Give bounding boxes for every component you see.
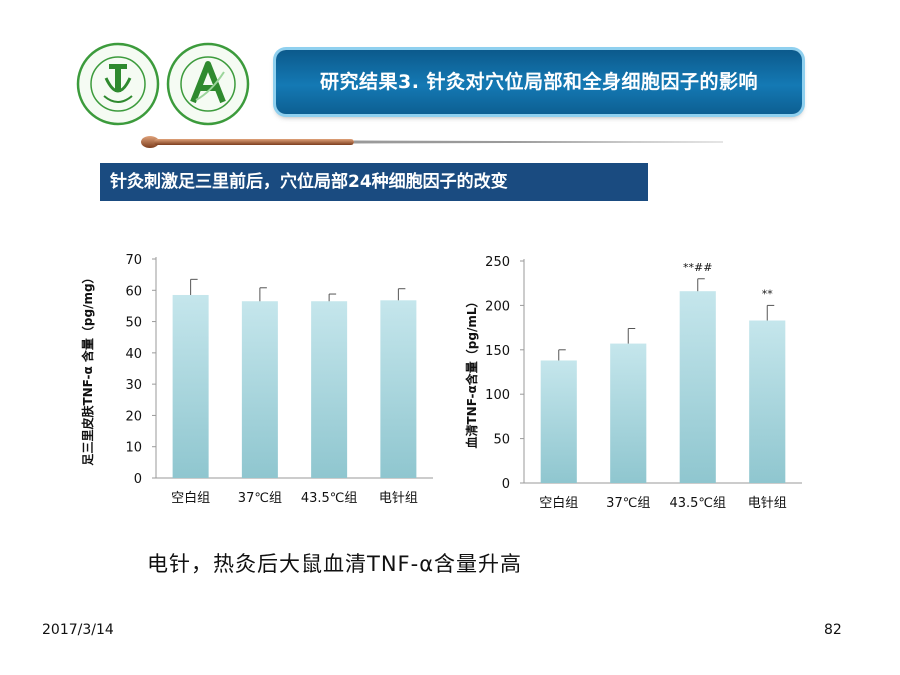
y-tick-label: 50 — [125, 316, 142, 331]
y-tick-label: 30 — [125, 378, 142, 393]
y-axis-label: 足三里皮肤TNF-α 含量（pg/mg） — [80, 271, 95, 465]
footer-date: 2017/3/14 — [42, 622, 114, 638]
china-academy-cm-logo — [76, 42, 160, 126]
bar — [749, 320, 786, 483]
acupuncture-institute-logo — [166, 42, 250, 126]
chart-serum-tnf: 0 50 100 150 200 250 血清TNF-α含量（pg/mL） 空白组 37℃组 **… — [464, 255, 802, 511]
y-tick-label: 250 — [485, 255, 510, 270]
subtitle: 针灸刺激足三里前后，穴位局部24种细胞因子的改变 — [110, 172, 508, 192]
y-axis-label: 血清TNF-α含量（pg/mL） — [464, 296, 479, 449]
page-number: 82 — [824, 622, 842, 638]
y-tick-label: 60 — [125, 284, 142, 299]
bar — [380, 300, 417, 478]
x-tick-label: 37℃组 — [238, 491, 282, 506]
y-tick-label: 20 — [125, 409, 142, 424]
bar — [679, 291, 716, 483]
bar — [241, 301, 278, 478]
bar — [172, 294, 209, 478]
y-tick-label: 50 — [493, 433, 510, 448]
y-tick-label: 200 — [485, 299, 510, 314]
page-title: 研究结果3. 针灸对穴位局部和全身细胞因子的影响 — [319, 71, 759, 93]
x-tick-label: 空白组 — [171, 490, 210, 506]
y-tick-label: 70 — [125, 253, 142, 268]
x-tick-label: 37℃组 — [606, 496, 650, 511]
x-tick-label: 43.5℃组 — [669, 496, 726, 511]
x-tick-label: 电针组 — [748, 496, 787, 511]
subtitle-box: 针灸刺激足三里前后，穴位局部24种细胞因子的改变 — [100, 163, 648, 201]
y-tick-label: 0 — [134, 472, 142, 487]
bar — [610, 343, 647, 483]
significance-label: ** — [762, 287, 774, 300]
header-banner: 研究结果3. 针灸对穴位局部和全身细胞因子的影响 — [276, 50, 802, 114]
y-tick-label: 40 — [125, 347, 142, 362]
y-tick-label: 0 — [502, 477, 510, 492]
y-tick-label: 100 — [485, 388, 510, 403]
caption: 电针，热灸后大鼠血清TNF-α含量升高 — [147, 552, 523, 576]
chart-skin-tnf: 0 10 20 30 40 50 60 70 足三里皮肤TNF-α 含量（pg/mg） 空白组 37… — [80, 253, 433, 506]
x-tick-label: 电针组 — [379, 491, 418, 506]
bar — [540, 360, 577, 483]
significance-label: **## — [683, 261, 712, 274]
x-tick-label: 空白组 — [539, 495, 578, 511]
y-tick-label: 150 — [485, 344, 510, 359]
bar — [311, 301, 348, 478]
y-tick-label: 10 — [125, 441, 142, 456]
x-tick-label: 43.5℃组 — [301, 491, 358, 506]
acupuncture-needle-divider — [141, 136, 723, 148]
